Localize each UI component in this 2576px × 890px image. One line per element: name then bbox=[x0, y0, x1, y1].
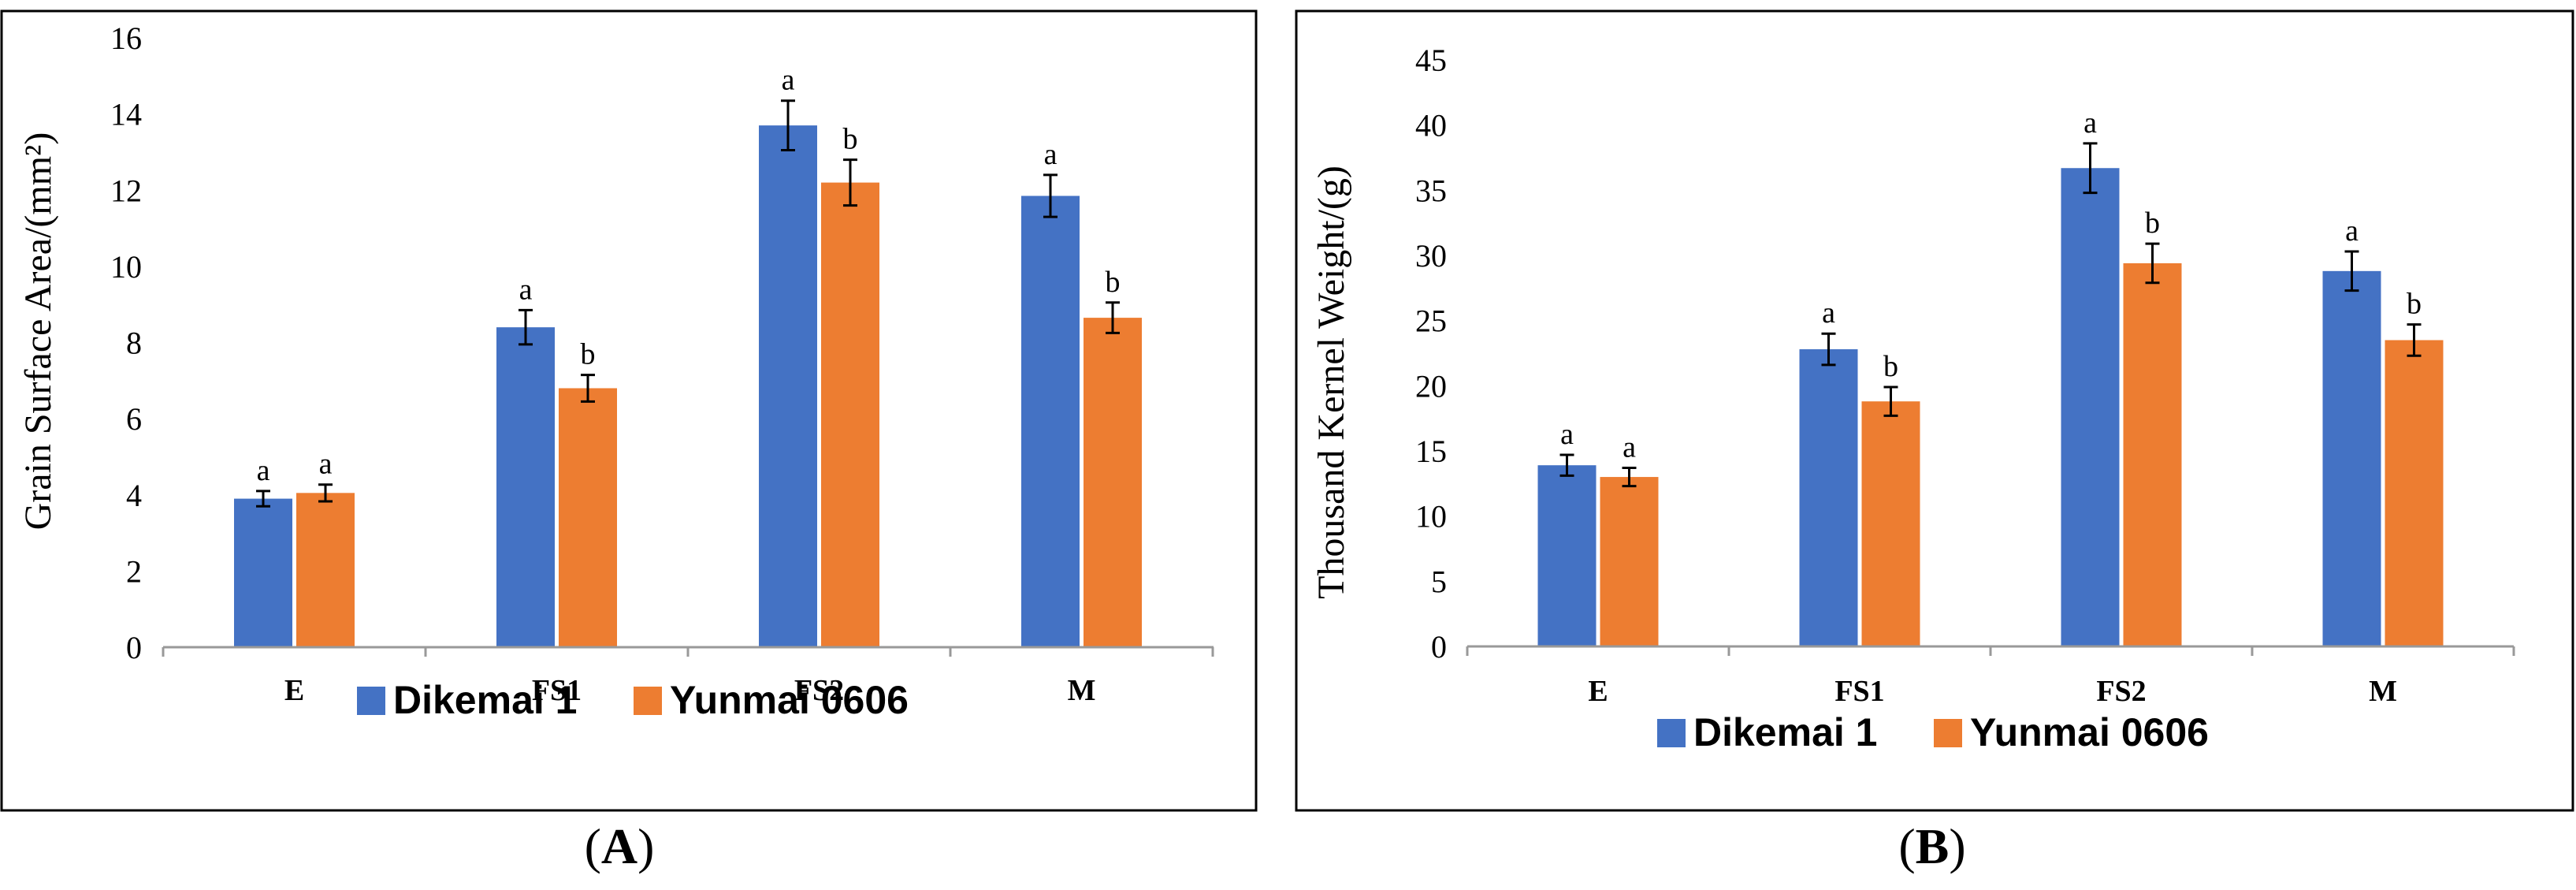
category-label: FS1 bbox=[1834, 675, 1884, 708]
significance-label: a bbox=[1822, 296, 1835, 330]
chart-a-y-axis-title: Grain Surface Area/(mm²) bbox=[17, 132, 59, 531]
significance-label: a bbox=[2345, 214, 2359, 248]
category-label: FS1 bbox=[532, 674, 582, 707]
chart-panel-a: Grain Surface Area/(mm²) 0 2 4 6 8 10 12 14 16 a… bbox=[0, 9, 1258, 812]
legend-a-swatch-dikemai bbox=[357, 687, 385, 715]
legend-a-swatch-yunmai bbox=[634, 687, 662, 715]
chart-b-bars: a a a b a b a b bbox=[1537, 106, 2444, 646]
bar bbox=[2322, 270, 2381, 646]
chart-a-categories: E FS1 FS2 M bbox=[162, 646, 1214, 707]
significance-label: b bbox=[1106, 266, 1121, 299]
bar bbox=[1861, 401, 1920, 646]
significance-label: a bbox=[1623, 430, 1636, 464]
y-tick-label: 6 bbox=[126, 401, 142, 437]
bar bbox=[559, 388, 617, 647]
significance-label: b bbox=[581, 338, 596, 371]
bar bbox=[2061, 168, 2120, 646]
y-tick-label: 15 bbox=[1415, 434, 1447, 469]
legend-b-label-yunmai: Yunmai 0606 bbox=[1970, 710, 2209, 754]
y-tick-label: 14 bbox=[110, 97, 142, 132]
chart-a-y-ticks: 0 2 4 6 8 10 12 14 16 bbox=[110, 20, 142, 665]
legend-a-label-dikemai: Dikemai 1 bbox=[393, 678, 577, 722]
legend-a-label-yunmai: Yunmai 0606 bbox=[670, 678, 909, 722]
bar bbox=[1021, 196, 1080, 647]
chart-panel-b: Thousand Kernel Weight/(g) 0 5 10 15 20 25 30 3… bbox=[1295, 9, 2574, 812]
category-label: FS2 bbox=[2096, 675, 2146, 708]
y-tick-label: 40 bbox=[1415, 108, 1447, 143]
significance-label: a bbox=[319, 448, 333, 481]
y-tick-label: 8 bbox=[126, 326, 142, 361]
bar bbox=[234, 498, 292, 647]
bar bbox=[2123, 263, 2182, 646]
legend-b-swatch-dikemai bbox=[1657, 719, 1686, 747]
y-tick-label: 20 bbox=[1415, 368, 1447, 404]
panel-label-a: (A) bbox=[585, 818, 655, 874]
panel-label-b: (B) bbox=[1898, 818, 1965, 874]
y-tick-label: 16 bbox=[110, 20, 142, 56]
chart-b-frame bbox=[1295, 9, 2574, 812]
y-tick-label: 35 bbox=[1415, 173, 1447, 208]
chart-b-y-ticks: 0 5 10 15 20 25 30 35 40 45 bbox=[1415, 43, 1447, 665]
significance-label: a bbox=[257, 454, 270, 487]
y-tick-label: 10 bbox=[1415, 499, 1447, 534]
significance-label: a bbox=[519, 273, 533, 306]
chart-a-bars: a a a b a b a b bbox=[234, 64, 1142, 647]
y-tick-label: 0 bbox=[1431, 629, 1447, 665]
significance-label: b bbox=[2145, 207, 2160, 240]
chart-a-legend: Dikemai 1 Yunmai 0606 bbox=[357, 678, 909, 722]
y-tick-label: 25 bbox=[1415, 303, 1447, 339]
chart-b-legend: Dikemai 1 Yunmai 0606 bbox=[1657, 710, 2209, 754]
category-label: FS2 bbox=[794, 674, 844, 707]
bar bbox=[1537, 465, 1597, 646]
chart-b-categories: E FS1 FS2 M bbox=[1466, 645, 2515, 708]
significance-label: b bbox=[843, 123, 858, 156]
y-tick-label: 0 bbox=[126, 630, 142, 665]
category-label: M bbox=[1068, 674, 1096, 707]
significance-label: a bbox=[2083, 106, 2097, 140]
bar bbox=[2385, 340, 2444, 646]
y-tick-label: 5 bbox=[1431, 564, 1447, 599]
bar bbox=[759, 125, 817, 647]
significance-label: b bbox=[1883, 350, 1898, 383]
y-tick-label: 4 bbox=[126, 478, 142, 513]
bar bbox=[821, 182, 879, 647]
y-tick-label: 45 bbox=[1415, 43, 1447, 78]
bar bbox=[496, 327, 555, 647]
bar bbox=[1084, 318, 1142, 647]
significance-label: a bbox=[1044, 138, 1058, 171]
bar bbox=[296, 493, 355, 647]
chart-a-frame bbox=[0, 9, 1258, 812]
bar bbox=[1600, 477, 1659, 646]
y-tick-label: 2 bbox=[126, 553, 142, 589]
y-tick-label: 12 bbox=[110, 173, 142, 208]
significance-label: b bbox=[2407, 288, 2422, 321]
bar bbox=[1799, 349, 1858, 646]
y-tick-label: 10 bbox=[110, 249, 142, 285]
significance-label: a bbox=[782, 64, 795, 97]
category-label: M bbox=[2369, 675, 2397, 708]
legend-b-label-dikemai: Dikemai 1 bbox=[1693, 710, 1877, 754]
legend-b-swatch-yunmai bbox=[1934, 719, 1962, 747]
significance-label: a bbox=[1560, 418, 1574, 451]
category-label: E bbox=[1588, 675, 1608, 708]
category-label: E bbox=[284, 674, 304, 707]
y-tick-label: 30 bbox=[1415, 238, 1447, 274]
chart-b-y-axis-title: Thousand Kernel Weight/(g) bbox=[1310, 166, 1352, 599]
